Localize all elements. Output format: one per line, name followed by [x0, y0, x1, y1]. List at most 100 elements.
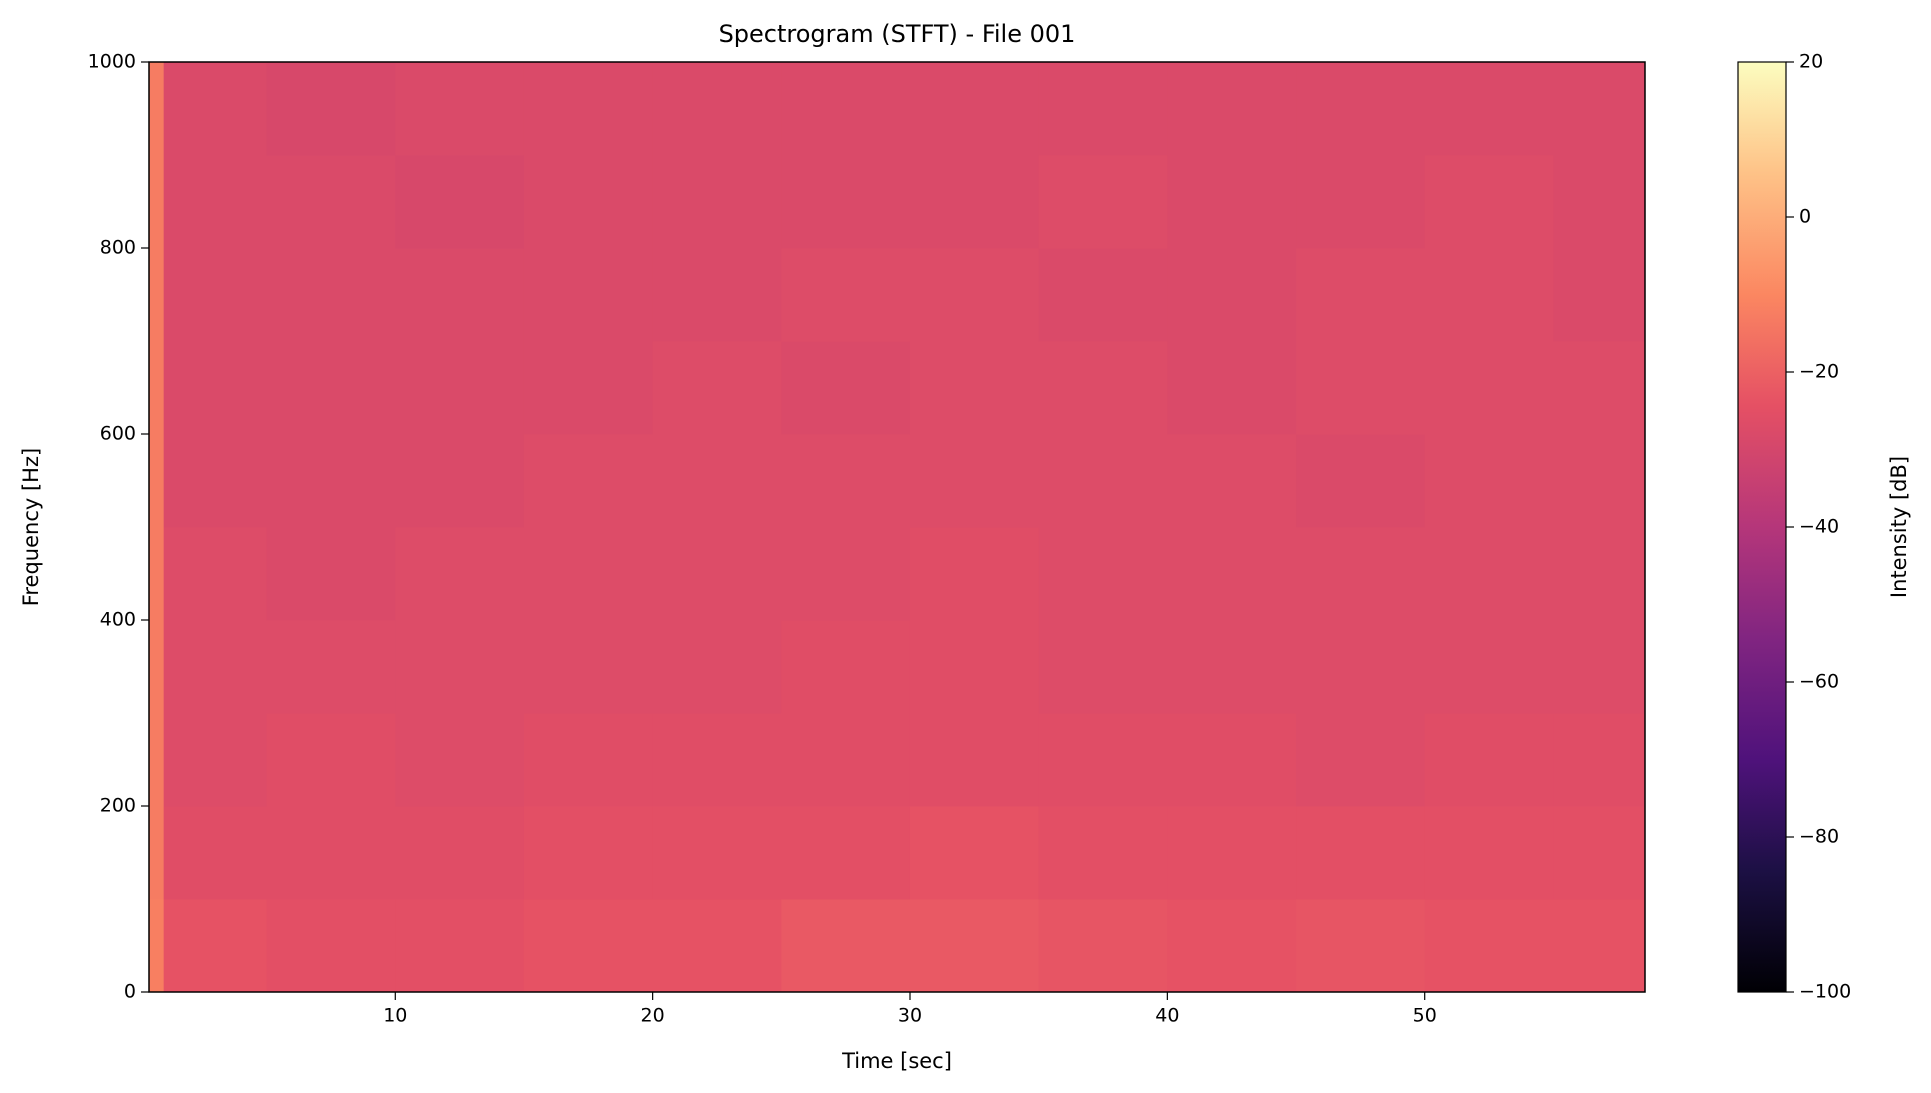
heatmap-cell: [266, 620, 396, 714]
heatmap-cell: [1038, 899, 1168, 993]
heatmap-cell: [781, 341, 911, 435]
heatmap-cell: [652, 434, 782, 528]
colorbar: [1737, 61, 1787, 993]
heatmap-cell: [523, 248, 654, 342]
heatmap-cell: [1424, 248, 1554, 342]
heatmap-cell: [1424, 806, 1554, 900]
heatmap-cell: [781, 434, 911, 528]
heatmap-cell: [163, 62, 268, 156]
heatmap-cell: [781, 899, 911, 993]
heatmap-cell: [149, 62, 165, 156]
heatmap-cell: [149, 155, 165, 249]
heatmap: [149, 62, 1646, 993]
heatmap-cell: [1553, 806, 1646, 900]
heatmap-cell: [163, 434, 268, 528]
heatmap-cell: [1167, 434, 1297, 528]
heatmap-cell: [1296, 62, 1426, 156]
colorbar-tick-label: −20: [1799, 361, 1839, 383]
heatmap-cell: [1038, 155, 1168, 249]
heatmap-cell: [1553, 713, 1646, 807]
heatmap-cell: [149, 248, 165, 342]
heatmap-cell: [395, 620, 525, 714]
heatmap-cell: [909, 806, 1040, 900]
heatmap-cell: [395, 527, 525, 621]
heatmap-cell: [1553, 899, 1646, 993]
heatmap-cell: [1167, 620, 1297, 714]
heatmap-cell: [1167, 248, 1297, 342]
heatmap-cell: [1167, 341, 1297, 435]
heatmap-cell: [781, 713, 911, 807]
heatmap-cell: [1296, 155, 1426, 249]
heatmap-cell: [1167, 527, 1297, 621]
heatmap-cell: [1296, 899, 1426, 993]
heatmap-cell: [266, 434, 396, 528]
heatmap-cell: [1038, 713, 1168, 807]
heatmap-cell: [781, 62, 911, 156]
heatmap-cell: [395, 713, 525, 807]
colorbar-tick-label: 20: [1799, 51, 1823, 73]
heatmap-cell: [1038, 341, 1168, 435]
heatmap-cell: [1553, 620, 1646, 714]
heatmap-cell: [1296, 713, 1426, 807]
heatmap-cell: [1553, 62, 1646, 156]
heatmap-cell: [523, 62, 654, 156]
y-tick-label: 200: [100, 795, 136, 817]
heatmap-cell: [523, 155, 654, 249]
heatmap-cell: [909, 62, 1040, 156]
heatmap-cell: [1424, 155, 1554, 249]
heatmap-cell: [1553, 248, 1646, 342]
y-axis-label: Frequency [Hz]: [19, 448, 43, 606]
heatmap-cell: [266, 248, 396, 342]
heatmap-cell: [523, 341, 654, 435]
heatmap-cell: [395, 899, 525, 993]
heatmap-cell: [163, 806, 268, 900]
heatmap-cell: [149, 620, 165, 714]
heatmap-cell: [1424, 62, 1554, 156]
heatmap-cell: [163, 527, 268, 621]
y-tick-label: 600: [100, 423, 136, 445]
x-tick-label: 50: [1413, 1005, 1437, 1027]
heatmap-cell: [1167, 713, 1297, 807]
heatmap-cell: [149, 341, 165, 435]
heatmap-cell: [266, 806, 396, 900]
heatmap-cell: [1296, 527, 1426, 621]
heatmap-cell: [266, 341, 396, 435]
heatmap-cell: [266, 62, 396, 156]
heatmap-cell: [1038, 62, 1168, 156]
colorbar-tick-label: −40: [1799, 516, 1839, 538]
heatmap-cell: [395, 62, 525, 156]
heatmap-cell: [652, 62, 782, 156]
heatmap-cell: [149, 899, 165, 993]
heatmap-cell: [1296, 248, 1426, 342]
x-axis-label: Time [sec]: [841, 1049, 952, 1073]
heatmap-cell: [523, 527, 654, 621]
heatmap-cell: [1424, 341, 1554, 435]
heatmap-cell: [909, 527, 1040, 621]
heatmap-cell: [1424, 899, 1554, 993]
heatmap-cell: [781, 527, 911, 621]
heatmap-cell: [1038, 806, 1168, 900]
heatmap-cell: [266, 527, 396, 621]
heatmap-cell: [652, 248, 782, 342]
heatmap-cell: [1553, 527, 1646, 621]
heatmap-cell: [1167, 62, 1297, 156]
heatmap-cell: [163, 341, 268, 435]
heatmap-cell: [652, 899, 782, 993]
x-tick-label: 30: [898, 1005, 922, 1027]
heatmap-cell: [163, 248, 268, 342]
heatmap-cell: [1167, 899, 1297, 993]
heatmap-cell: [523, 434, 654, 528]
x-tick-label: 10: [383, 1005, 407, 1027]
heatmap-cell: [652, 155, 782, 249]
heatmap-cell: [163, 899, 268, 993]
heatmap-cell: [395, 341, 525, 435]
x-tick-label: 20: [641, 1005, 665, 1027]
heatmap-cell: [652, 806, 782, 900]
heatmap-cell: [1553, 155, 1646, 249]
heatmap-cell: [163, 713, 268, 807]
heatmap-cell: [163, 620, 268, 714]
heatmap-cell: [781, 620, 911, 714]
heatmap-cell: [781, 806, 911, 900]
heatmap-cell: [1038, 620, 1168, 714]
heatmap-cell: [1424, 713, 1554, 807]
